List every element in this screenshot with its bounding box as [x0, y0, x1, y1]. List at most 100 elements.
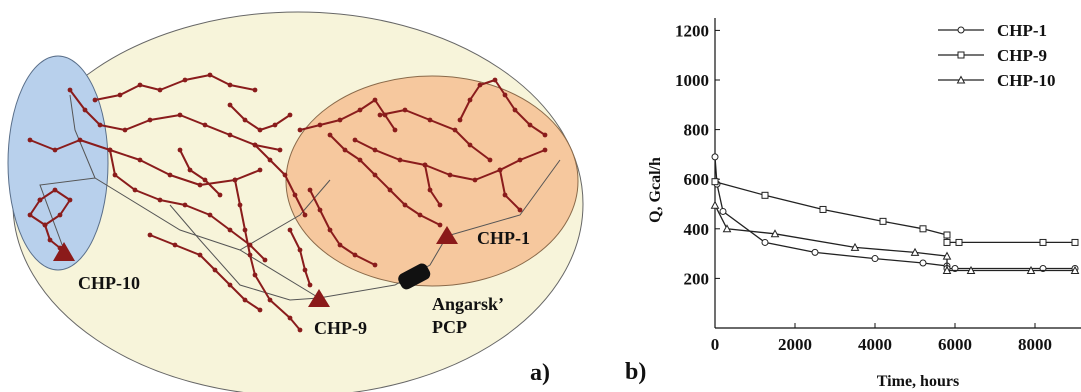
network-node: [57, 212, 63, 218]
network-node: [137, 82, 143, 88]
network-node: [197, 182, 203, 188]
pipeline-segment: [379, 109, 491, 161]
network-node: [502, 92, 508, 98]
data-point-chp-10: [966, 265, 976, 274]
legend-label: CHP-10: [997, 71, 1056, 90]
network-node: [212, 267, 218, 273]
network-node: [457, 117, 463, 123]
network-node: [132, 187, 138, 193]
network-node: [342, 147, 348, 153]
network-node: [97, 122, 103, 128]
network-node: [267, 157, 273, 163]
heat-network-nodes: [27, 72, 548, 333]
network-node: [182, 77, 188, 83]
network-node: [317, 122, 323, 128]
pcp-label-line1: Angarsk’: [432, 294, 504, 314]
network-node: [82, 107, 88, 113]
network-node: [372, 97, 378, 103]
chp9-label: CHP-9: [314, 318, 367, 338]
network-node: [252, 87, 258, 93]
network-node: [147, 232, 153, 238]
network-node: [242, 297, 248, 303]
network-map-panel: CHP-10 CHP-9 CHP-1 Angarsk’ PCP a): [7, 11, 584, 392]
y-tick-label: 400: [684, 220, 710, 239]
chart-axes: 200 400 600 800 1000 1200 0 2000 4000 6000 8000: [675, 18, 1081, 354]
chart-series: [710, 153, 1080, 274]
network-node: [337, 117, 343, 123]
network-node: [382, 112, 388, 118]
network-node: [502, 192, 508, 198]
network-node: [112, 172, 118, 178]
network-node: [117, 92, 123, 98]
y-axis-label: Q, Gcal/h: [647, 157, 664, 223]
x-axis-label: Time, hours: [877, 373, 959, 390]
network-node: [477, 82, 483, 88]
data-point-chp-9: [919, 225, 927, 233]
network-node: [357, 107, 363, 113]
network-node: [387, 187, 393, 193]
network-node: [402, 107, 408, 113]
network-node: [242, 117, 248, 123]
network-node: [542, 132, 548, 138]
network-node: [307, 187, 313, 193]
network-node: [357, 157, 363, 163]
network-node: [327, 227, 333, 233]
data-point-chp-1: [919, 259, 927, 267]
data-point-chp-9: [955, 238, 963, 246]
network-node: [157, 197, 163, 203]
data-point-chp-1: [761, 238, 769, 246]
chp1-label: CHP-1: [477, 228, 530, 248]
data-point-chp-10: [722, 224, 732, 233]
data-point-chp-9: [943, 231, 951, 239]
network-node: [517, 207, 523, 213]
chp1-plant-marker: [436, 226, 458, 244]
network-node: [467, 97, 473, 103]
data-point-chp-10: [910, 247, 920, 256]
y-tick-label: 1200: [675, 21, 709, 40]
pipeline-segment: [69, 89, 281, 151]
network-node: [427, 117, 433, 123]
legend-item-chp-1: CHP-1: [938, 21, 1047, 40]
network-node: [37, 197, 43, 203]
network-node: [137, 157, 143, 163]
y-tick-label: 200: [684, 269, 710, 288]
network-node: [377, 112, 383, 118]
network-node: [292, 192, 298, 198]
network-node: [542, 147, 548, 153]
network-node: [512, 107, 518, 113]
series-chp-9: [711, 178, 1079, 246]
data-point-chp-10: [850, 242, 860, 251]
pcp-consumer-marker: [398, 263, 431, 290]
network-node: [257, 127, 263, 133]
network-node: [297, 327, 303, 333]
network-node: [297, 127, 303, 133]
network-node: [317, 207, 323, 213]
network-node: [452, 127, 458, 133]
network-node: [302, 212, 308, 218]
network-node: [252, 272, 258, 278]
trunk-line: [69, 94, 96, 179]
network-node: [257, 167, 263, 173]
network-node: [372, 262, 378, 268]
network-node: [227, 102, 233, 108]
legend-label: CHP-9: [997, 46, 1047, 65]
data-point-chp-9: [761, 191, 769, 199]
network-node: [67, 87, 73, 93]
network-node: [287, 112, 293, 118]
trunk-line: [169, 204, 320, 301]
series-line-chp-10: [714, 204, 1075, 272]
series-chp-1: [711, 153, 1079, 272]
data-point-chp-9: [711, 178, 719, 186]
network-node: [447, 172, 453, 178]
data-point-chp-10: [1070, 265, 1080, 274]
pipeline-segment: [309, 189, 376, 266]
pipeline-segment: [459, 79, 546, 136]
network-node: [77, 137, 83, 143]
network-node: [257, 307, 263, 313]
network-node: [287, 227, 293, 233]
network-node: [202, 177, 208, 183]
legend-marker: [956, 75, 966, 84]
network-node: [352, 137, 358, 143]
pipeline-segment: [289, 229, 311, 286]
series-line-chp-9: [714, 181, 1075, 244]
